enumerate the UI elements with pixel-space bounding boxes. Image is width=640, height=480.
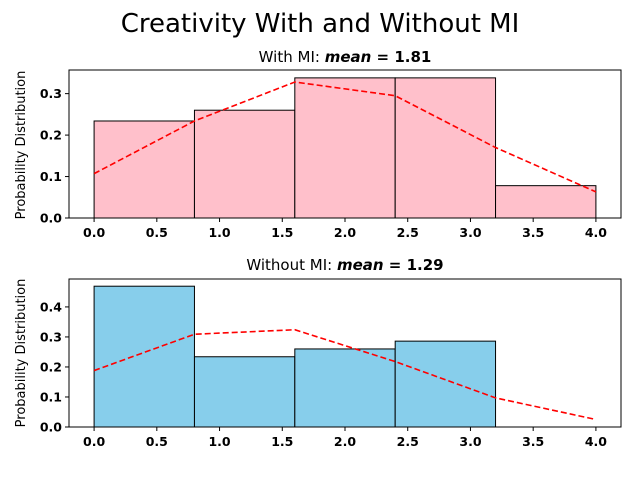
- x-tick-label: 4.0: [585, 225, 607, 240]
- x-tick-label: 2.0: [334, 434, 356, 449]
- histogram-bar: [193, 109, 296, 219]
- y-tick-label: 0.1: [40, 389, 62, 404]
- x-tick-label: 3.0: [459, 434, 481, 449]
- y-axis-label: Probability Distribution: [14, 71, 29, 220]
- histogram-bar: [193, 356, 296, 428]
- y-tick-label: 0.0: [40, 211, 62, 226]
- x-tick-label: 0.0: [83, 434, 105, 449]
- y-tick-label: 0.2: [40, 128, 62, 143]
- x-tick-label: 2.5: [397, 434, 419, 449]
- x-tick-label: 2.5: [397, 225, 419, 240]
- x-tick-label: 3.0: [459, 225, 481, 240]
- x-tick-label: 1.5: [271, 225, 293, 240]
- chart-title-without-mi: Without MI: mean = 1.29: [246, 256, 443, 274]
- density-curve: [93, 328, 597, 421]
- chart-title-with-mi: With MI: mean = 1.81: [259, 48, 432, 66]
- chart-title-equals: =: [371, 48, 394, 66]
- histogram-bar: [294, 77, 396, 219]
- x-tick-label: 3.5: [522, 434, 544, 449]
- y-tick-label: 0.2: [40, 359, 62, 374]
- y-tick-label: 0.1: [40, 169, 62, 184]
- histogram-bar: [93, 285, 195, 428]
- x-tick-label: 1.0: [208, 434, 230, 449]
- histogram-bar: [394, 340, 497, 428]
- chart-title-variable: mean: [325, 48, 372, 66]
- y-axis-label: Probability Distribution: [14, 279, 29, 428]
- histogram-bar: [394, 77, 497, 219]
- chart-title-equals: =: [384, 256, 407, 274]
- chart-title-mean-value: 1.81: [394, 48, 431, 66]
- y-tick-label: 0.0: [40, 420, 62, 435]
- y-tick-label: 0.3: [40, 329, 62, 344]
- histogram-bar: [294, 348, 396, 428]
- chart-with-mi: With MI: mean = 1.81 Probability Distrib…: [14, 48, 622, 240]
- histogram-bar: [93, 120, 195, 219]
- x-tick-label: 1.5: [271, 434, 293, 449]
- x-tick-label: 3.5: [522, 225, 544, 240]
- x-tick-label: 4.0: [585, 434, 607, 449]
- chart-title-prefix: With MI:: [259, 48, 325, 66]
- histogram-bar: [495, 185, 597, 219]
- chart-title-variable: mean: [337, 256, 384, 274]
- density-curve: [93, 81, 597, 193]
- y-tick-label: 0.3: [40, 86, 62, 101]
- chart-without-mi: Without MI: mean = 1.29 Probability Dist…: [14, 256, 622, 449]
- x-tick-label: 0.5: [146, 225, 168, 240]
- x-tick-label: 2.0: [334, 225, 356, 240]
- x-tick-label: 0.0: [83, 225, 105, 240]
- figure-suptitle: Creativity With and Without MI: [121, 9, 520, 39]
- chart-title-mean-value: 1.29: [407, 256, 444, 274]
- x-tick-label: 1.0: [208, 225, 230, 240]
- chart-title-prefix: Without MI:: [246, 256, 337, 274]
- x-tick-label: 0.5: [146, 434, 168, 449]
- y-tick-label: 0.4: [40, 299, 62, 314]
